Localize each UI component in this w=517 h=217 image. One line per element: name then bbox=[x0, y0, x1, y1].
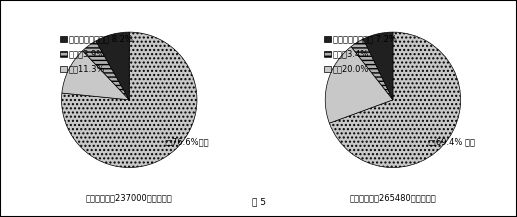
Text: 原油20.0%: 原油20.0% bbox=[332, 64, 369, 73]
Text: □76.6%原煤: □76.6%原煤 bbox=[164, 137, 209, 146]
Wedge shape bbox=[351, 39, 393, 100]
Text: □69.4% 原煤: □69.4% 原煤 bbox=[428, 137, 475, 146]
Wedge shape bbox=[62, 32, 197, 168]
Wedge shape bbox=[62, 51, 129, 100]
Wedge shape bbox=[325, 47, 393, 123]
Wedge shape bbox=[83, 41, 129, 100]
Wedge shape bbox=[329, 32, 461, 168]
Text: 图 5: 图 5 bbox=[251, 197, 266, 206]
Wedge shape bbox=[96, 32, 129, 100]
Text: 原油11.3%: 原油11.3% bbox=[69, 64, 105, 73]
Wedge shape bbox=[363, 32, 393, 100]
Bar bbox=[324, 51, 331, 57]
Text: 水电、核电、风电 7.2%: 水电、核电、风电 7.2% bbox=[332, 34, 397, 43]
Text: 天然气3.4%: 天然气3.4% bbox=[332, 49, 369, 58]
Text: 天然气3.9%: 天然气3.9% bbox=[69, 49, 105, 58]
Text: 能源生产总量237000万吨标准煤: 能源生产总量237000万吨标准煤 bbox=[86, 194, 173, 202]
Bar bbox=[60, 51, 67, 57]
Bar bbox=[60, 66, 67, 72]
Bar bbox=[324, 66, 331, 72]
Bar bbox=[324, 36, 331, 42]
Text: 水电、核电、风电 8.2%: 水电、核电、风电 8.2% bbox=[69, 34, 133, 43]
Bar bbox=[60, 36, 67, 42]
Text: 能源消费总量265480万吨标准煤: 能源消费总量265480万吨标准煤 bbox=[349, 194, 436, 202]
